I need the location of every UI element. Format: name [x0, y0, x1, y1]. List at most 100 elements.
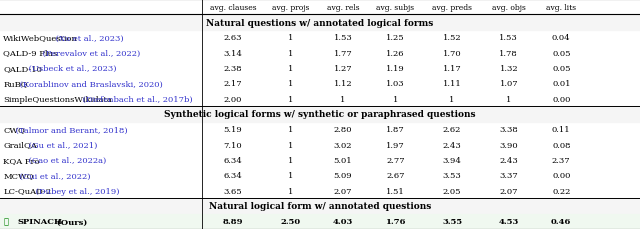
Text: 1: 1	[288, 141, 293, 149]
Text: MCWQ: MCWQ	[3, 172, 34, 180]
Bar	[0, 214, 640, 229]
Text: 3.02: 3.02	[334, 141, 352, 149]
Text: 1.76: 1.76	[385, 217, 406, 225]
Text: 8.89: 8.89	[223, 217, 243, 225]
Text: 1.27: 1.27	[333, 65, 353, 73]
Text: 1: 1	[288, 49, 293, 57]
Text: 0.08: 0.08	[552, 141, 570, 149]
Text: 4.53: 4.53	[499, 217, 519, 225]
Text: 2.67: 2.67	[387, 172, 404, 180]
Bar	[0, 15, 640, 30]
Text: 0.11: 0.11	[552, 126, 571, 134]
Text: KQA Pro: KQA Pro	[3, 156, 40, 164]
Text: 1: 1	[288, 172, 293, 180]
Text: (Talmor and Berant, 2018): (Talmor and Berant, 2018)	[13, 126, 128, 134]
Text: 2.43: 2.43	[499, 156, 518, 164]
Text: avg. subjs: avg. subjs	[376, 4, 415, 12]
Text: 3.90: 3.90	[499, 141, 518, 149]
Text: 1: 1	[288, 65, 293, 73]
Text: 1.70: 1.70	[443, 49, 461, 57]
Text: 7.10: 7.10	[223, 141, 243, 149]
Text: 1: 1	[288, 126, 293, 134]
Text: 1: 1	[288, 34, 293, 42]
Text: 1.12: 1.12	[333, 80, 353, 88]
Text: avg. clauses: avg. clauses	[210, 4, 256, 12]
Text: 2.17: 2.17	[223, 80, 243, 88]
Text: 2.05: 2.05	[443, 187, 461, 195]
Text: 1.52: 1.52	[443, 34, 461, 42]
Text: RuBQ: RuBQ	[3, 80, 28, 88]
Text: 5.19: 5.19	[223, 126, 243, 134]
Text: 0.22: 0.22	[552, 187, 570, 195]
Text: 3.37: 3.37	[499, 172, 518, 180]
Text: SimpleQuestionsWikidata: SimpleQuestionsWikidata	[3, 95, 112, 103]
Text: (Diefenbach et al., 2017b): (Diefenbach et al., 2017b)	[80, 95, 193, 103]
Text: 1.17: 1.17	[443, 65, 461, 73]
Text: 1: 1	[449, 95, 455, 103]
Text: 1.03: 1.03	[386, 80, 405, 88]
Text: 2.00: 2.00	[224, 95, 242, 103]
Text: 2.38: 2.38	[223, 65, 243, 73]
Text: 5.09: 5.09	[333, 172, 353, 180]
Text: avg. preds: avg. preds	[432, 4, 472, 12]
Text: 6.34: 6.34	[223, 172, 243, 180]
Text: 1.32: 1.32	[499, 65, 518, 73]
Text: 1.53: 1.53	[333, 34, 353, 42]
Text: 4.03: 4.03	[333, 217, 353, 225]
Text: 0.01: 0.01	[552, 80, 570, 88]
Text: (Ours): (Ours)	[54, 217, 88, 225]
Text: 1.51: 1.51	[386, 187, 405, 195]
Text: 2.50: 2.50	[280, 217, 301, 225]
Text: avg. projs: avg. projs	[272, 4, 309, 12]
Text: avg. objs: avg. objs	[492, 4, 525, 12]
Text: 0.05: 0.05	[552, 49, 570, 57]
Text: 3.53: 3.53	[443, 172, 461, 180]
Text: (Cui et al., 2022): (Cui et al., 2022)	[17, 172, 90, 180]
Text: 6.34: 6.34	[223, 156, 243, 164]
Text: 1.97: 1.97	[386, 141, 405, 149]
Text: 0.05: 0.05	[552, 65, 570, 73]
Text: (Perevalov et al., 2022): (Perevalov et al., 2022)	[40, 49, 140, 57]
Text: 1: 1	[288, 156, 293, 164]
Text: (Gu et al., 2021): (Gu et al., 2021)	[26, 141, 98, 149]
Text: Natural questions w/ annotated logical forms: Natural questions w/ annotated logical f…	[206, 18, 434, 27]
Text: 0.46: 0.46	[551, 217, 572, 225]
Text: Synthetic logical forms w/ synthetic or paraphrased questions: Synthetic logical forms w/ synthetic or …	[164, 110, 476, 119]
Text: 1.26: 1.26	[387, 49, 404, 57]
Text: 🌿: 🌿	[3, 217, 8, 226]
Text: (Usbeck et al., 2023): (Usbeck et al., 2023)	[26, 65, 117, 73]
Text: GrailQA: GrailQA	[3, 141, 37, 149]
Text: QALD-10: QALD-10	[3, 65, 42, 73]
Text: SPINACH: SPINACH	[17, 217, 62, 225]
Text: 0.00: 0.00	[552, 95, 570, 103]
Text: 1: 1	[340, 95, 346, 103]
Bar	[0, 107, 640, 122]
Text: 2.77: 2.77	[386, 156, 405, 164]
Text: 3.65: 3.65	[223, 187, 243, 195]
Text: 1: 1	[288, 187, 293, 195]
Text: LC-QuAD-2: LC-QuAD-2	[3, 187, 51, 195]
Text: 2.62: 2.62	[443, 126, 461, 134]
Text: (Cao et al., 2022a): (Cao et al., 2022a)	[26, 156, 107, 164]
Text: 3.14: 3.14	[223, 49, 243, 57]
Text: (Dubey et al., 2019): (Dubey et al., 2019)	[33, 187, 120, 195]
Text: 1.53: 1.53	[499, 34, 518, 42]
Text: 2.80: 2.80	[334, 126, 352, 134]
Text: 1: 1	[393, 95, 398, 103]
Text: WikiWebQuestion: WikiWebQuestion	[3, 34, 78, 42]
Text: 2.63: 2.63	[224, 34, 242, 42]
Text: 1.77: 1.77	[333, 49, 353, 57]
Text: 1: 1	[288, 95, 293, 103]
Text: 1.11: 1.11	[443, 80, 461, 88]
Text: QALD-9 Plus: QALD-9 Plus	[3, 49, 58, 57]
Text: 1.25: 1.25	[386, 34, 405, 42]
Text: 2.43: 2.43	[443, 141, 461, 149]
Text: Natural logical form w/ annotated questions: Natural logical form w/ annotated questi…	[209, 202, 431, 211]
Text: 1.19: 1.19	[386, 65, 405, 73]
Text: 0.04: 0.04	[552, 34, 571, 42]
Text: 3.38: 3.38	[499, 126, 518, 134]
Text: 5.01: 5.01	[333, 156, 353, 164]
Bar	[0, 199, 640, 214]
Text: 1: 1	[506, 95, 511, 103]
Text: 1.07: 1.07	[499, 80, 518, 88]
